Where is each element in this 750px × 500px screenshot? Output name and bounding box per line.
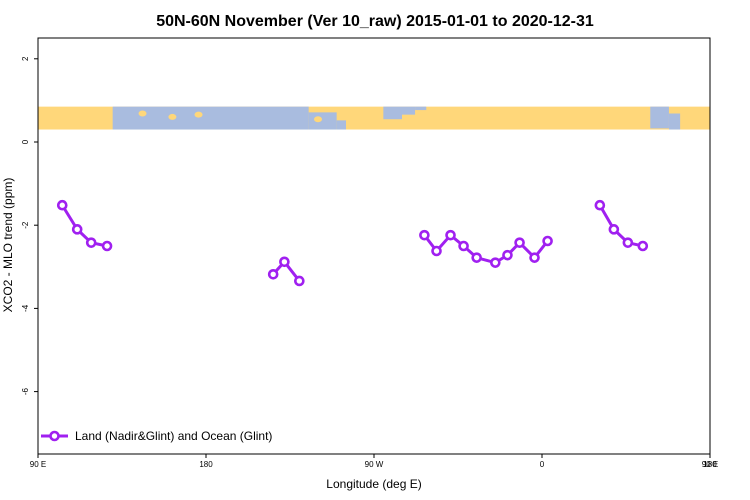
map-island — [314, 116, 322, 123]
map-ocean-region — [415, 106, 427, 111]
data-point — [542, 235, 553, 247]
y-tick-label: 2 — [21, 56, 30, 61]
map-ocean-region — [402, 106, 416, 115]
map-island — [138, 110, 147, 117]
data-point — [56, 199, 68, 211]
x-axis-label: Longitude (deg E) — [326, 477, 421, 491]
map-ocean-region — [336, 120, 346, 130]
x-tick-label: 90 E — [30, 460, 46, 469]
series-line — [423, 233, 549, 265]
y-axis: 2 0 -2 -4 -6 — [21, 56, 38, 395]
x-tick-label: 90 E — [702, 460, 718, 469]
data-point — [594, 199, 606, 211]
data-point — [608, 224, 620, 235]
y-axis-label: XCO2 - MLO trend (ppm) — [1, 178, 15, 313]
data-point — [622, 237, 634, 248]
data-point — [445, 229, 456, 241]
data-point — [101, 240, 113, 252]
data-point — [637, 240, 649, 252]
data-point — [71, 224, 83, 235]
series-layer — [56, 199, 649, 287]
chart-title: 50N-60N November (Ver 10_raw) 2015-01-01… — [156, 13, 594, 30]
map-island — [194, 111, 203, 118]
data-point — [514, 237, 525, 248]
map-ocean-region — [150, 106, 309, 130]
data-point — [419, 229, 430, 241]
legend-marker-swatch — [49, 430, 60, 442]
legend: Land (Nadir&Glint) and Ocean (Glint) — [41, 429, 272, 443]
series-line — [598, 204, 644, 248]
x-tick-label: 180 — [703, 460, 717, 469]
map-ocean-region — [668, 113, 681, 130]
map-ocean-region — [308, 112, 337, 130]
data-point — [267, 268, 279, 280]
data-point — [85, 237, 97, 248]
x-tick-label: 90 W — [365, 460, 384, 469]
x-tick-label: 180 — [199, 460, 213, 469]
y-tick-label: -6 — [21, 387, 30, 395]
map-strip — [38, 106, 710, 130]
data-point — [431, 245, 442, 257]
map-ocean-region — [112, 106, 150, 130]
data-point — [279, 256, 290, 268]
map-island — [347, 110, 356, 117]
plot-frame — [37, 37, 711, 455]
legend-label: Land (Nadir&Glint) and Ocean (Glint) — [75, 429, 272, 443]
map-island — [355, 121, 364, 128]
y-tick-label: -4 — [21, 304, 30, 312]
series-line — [60, 204, 108, 248]
data-point — [471, 252, 482, 263]
data-point — [458, 240, 469, 252]
y-tick-label: 0 — [21, 139, 30, 144]
x-tick-label: 0 — [540, 460, 545, 469]
y-tick-label: -2 — [21, 221, 30, 229]
data-point — [490, 257, 501, 268]
data-point — [294, 275, 305, 287]
data-point — [502, 249, 513, 261]
map-ocean-region — [650, 106, 669, 129]
map-ocean-region — [383, 106, 402, 120]
data-point — [529, 252, 540, 263]
map-island — [168, 113, 177, 120]
